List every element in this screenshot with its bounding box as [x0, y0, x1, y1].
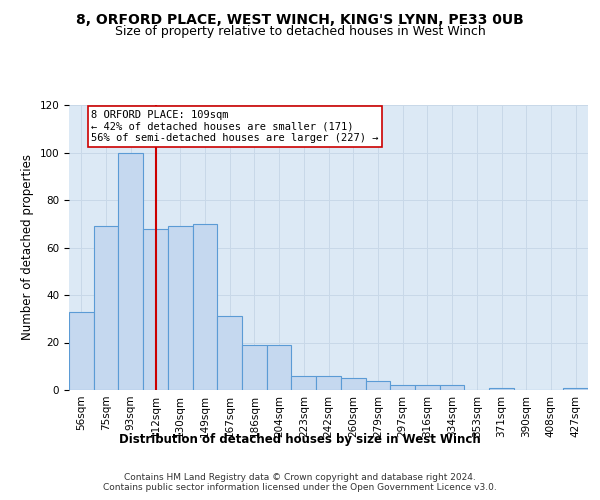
Bar [193, 224, 217, 390]
Bar [341, 378, 365, 390]
Bar [365, 380, 390, 390]
Bar [415, 385, 440, 390]
Bar [489, 388, 514, 390]
Y-axis label: Number of detached properties: Number of detached properties [21, 154, 34, 340]
Bar [69, 312, 94, 390]
Bar [440, 385, 464, 390]
Text: Size of property relative to detached houses in West Winch: Size of property relative to detached ho… [115, 25, 485, 38]
Bar [390, 385, 415, 390]
Text: 8, ORFORD PLACE, WEST WINCH, KING'S LYNN, PE33 0UB: 8, ORFORD PLACE, WEST WINCH, KING'S LYNN… [76, 12, 524, 26]
Text: Contains HM Land Registry data © Crown copyright and database right 2024.
Contai: Contains HM Land Registry data © Crown c… [103, 473, 497, 492]
Bar [242, 345, 267, 390]
Bar [316, 376, 341, 390]
Bar [168, 226, 193, 390]
Bar [217, 316, 242, 390]
Bar [94, 226, 118, 390]
Text: 8 ORFORD PLACE: 109sqm
← 42% of detached houses are smaller (171)
56% of semi-de: 8 ORFORD PLACE: 109sqm ← 42% of detached… [91, 110, 379, 143]
Bar [267, 345, 292, 390]
Bar [563, 388, 588, 390]
Text: Distribution of detached houses by size in West Winch: Distribution of detached houses by size … [119, 432, 481, 446]
Bar [292, 376, 316, 390]
Bar [118, 152, 143, 390]
Bar [143, 228, 168, 390]
